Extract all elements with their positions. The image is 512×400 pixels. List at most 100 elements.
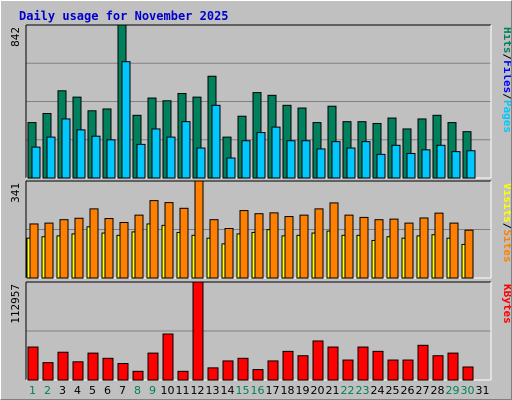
bar-pages-day-12 xyxy=(196,147,206,179)
bar-visits-day-5 xyxy=(89,208,99,279)
bar-pages-day-29 xyxy=(451,151,461,179)
side-label-kbytes: KBytes xyxy=(501,284,511,324)
max-label-kbytes: 112957 xyxy=(9,284,22,324)
bar-pages-day-17 xyxy=(271,126,281,179)
side-label-sites-visits: Visits/Sites xyxy=(501,183,511,263)
bar-visits-day-7 xyxy=(119,222,129,279)
day-label-23: 23 xyxy=(356,384,370,397)
bar-kbytes-day-7 xyxy=(117,363,129,381)
bar-visits-day-13 xyxy=(209,219,219,279)
bar-visits-day-23 xyxy=(359,216,369,279)
bar-pages-day-4 xyxy=(76,129,86,179)
bar-visits-day-30 xyxy=(464,229,474,279)
bar-pages-day-15 xyxy=(241,140,251,179)
bar-kbytes-day-22 xyxy=(342,359,354,381)
bar-kbytes-day-6 xyxy=(102,357,114,381)
bar-pages-day-3 xyxy=(61,118,71,179)
day-label-16: 16 xyxy=(251,384,265,397)
bar-visits-day-19 xyxy=(299,214,309,279)
day-label-13: 13 xyxy=(206,384,220,397)
bar-pages-day-14 xyxy=(226,157,236,179)
bar-kbytes-day-20 xyxy=(312,340,324,381)
bar-pages-day-11 xyxy=(181,121,191,179)
bar-pages-day-24 xyxy=(376,153,386,179)
day-label-24: 24 xyxy=(371,384,385,397)
day-label-22: 22 xyxy=(341,384,355,397)
bar-visits-day-26 xyxy=(404,222,414,279)
bar-visits-day-28 xyxy=(434,212,444,279)
bar-pages-day-6 xyxy=(106,139,116,179)
bar-kbytes-day-24 xyxy=(372,350,384,381)
day-label-20: 20 xyxy=(311,384,325,397)
bar-visits-day-3 xyxy=(59,219,69,279)
bar-kbytes-day-11 xyxy=(177,370,189,381)
bar-kbytes-day-1 xyxy=(27,346,39,381)
bar-visits-day-6 xyxy=(104,218,114,279)
bar-kbytes-day-13 xyxy=(207,367,219,381)
bar-kbytes-day-21 xyxy=(327,346,339,381)
day-label-2: 2 xyxy=(44,384,51,397)
day-label-28: 28 xyxy=(431,384,445,397)
chart-title: Daily usage for November 2025 xyxy=(19,9,229,23)
day-label-1: 1 xyxy=(29,384,36,397)
bar-pages-day-20 xyxy=(316,148,326,179)
bar-kbytes-day-25 xyxy=(387,359,399,381)
bar-visits-day-1 xyxy=(29,223,39,279)
bar-pages-day-2 xyxy=(46,136,56,179)
bar-pages-day-28 xyxy=(436,144,446,179)
day-label-7: 7 xyxy=(119,384,126,397)
bar-visits-day-2 xyxy=(44,222,54,279)
bar-kbytes-day-3 xyxy=(57,351,69,381)
day-label-17: 17 xyxy=(266,384,280,397)
day-label-10: 10 xyxy=(161,384,175,397)
bar-visits-day-8 xyxy=(134,214,144,279)
bar-visits-day-16 xyxy=(254,213,264,279)
bar-pages-day-25 xyxy=(391,144,401,179)
side-label-pages-files-hits: Hits/Files/Pages xyxy=(501,27,511,133)
day-label-15: 15 xyxy=(236,384,250,397)
day-label-6: 6 xyxy=(104,384,111,397)
day-label-25: 25 xyxy=(386,384,400,397)
bar-visits-day-21 xyxy=(329,202,339,279)
bar-kbytes-day-14 xyxy=(222,360,234,381)
bar-pages-day-19 xyxy=(301,140,311,179)
bar-pages-day-5 xyxy=(91,135,101,179)
day-label-5: 5 xyxy=(89,384,96,397)
bar-visits-day-22 xyxy=(344,214,354,279)
bar-kbytes-day-17 xyxy=(267,360,279,381)
bar-pages-day-1 xyxy=(31,146,41,179)
bar-visits-day-18 xyxy=(284,216,294,279)
day-label-9: 9 xyxy=(149,384,156,397)
bar-visits-day-11 xyxy=(179,207,189,279)
bar-pages-day-27 xyxy=(421,149,431,179)
bar-kbytes-day-26 xyxy=(402,359,414,381)
bar-kbytes-day-12 xyxy=(192,281,204,381)
bar-kbytes-day-2 xyxy=(42,362,54,381)
day-label-3: 3 xyxy=(59,384,66,397)
bar-visits-day-27 xyxy=(419,217,429,279)
bar-visits-day-20 xyxy=(314,208,324,279)
bar-pages-day-23 xyxy=(361,141,371,179)
bar-kbytes-day-8 xyxy=(132,370,144,381)
bar-kbytes-day-27 xyxy=(417,344,429,381)
bar-visits-day-14 xyxy=(224,228,234,279)
day-label-31: 31 xyxy=(476,384,490,397)
bar-kbytes-day-16 xyxy=(252,369,264,381)
bar-visits-day-9 xyxy=(149,200,159,279)
day-label-11: 11 xyxy=(176,384,190,397)
bar-pages-day-18 xyxy=(286,140,296,179)
bar-kbytes-day-29 xyxy=(447,352,459,381)
bar-kbytes-day-19 xyxy=(297,355,309,381)
day-label-19: 19 xyxy=(296,384,310,397)
bar-pages-day-13 xyxy=(211,104,221,179)
day-label-26: 26 xyxy=(401,384,415,397)
max-label-visits: 341 xyxy=(9,183,22,203)
max-label-hits: 842 xyxy=(9,27,22,47)
bar-visits-day-24 xyxy=(374,219,384,279)
bar-visits-day-15 xyxy=(239,210,249,279)
bar-kbytes-day-15 xyxy=(237,357,249,381)
day-label-4: 4 xyxy=(74,384,81,397)
bar-pages-day-10 xyxy=(166,136,176,179)
